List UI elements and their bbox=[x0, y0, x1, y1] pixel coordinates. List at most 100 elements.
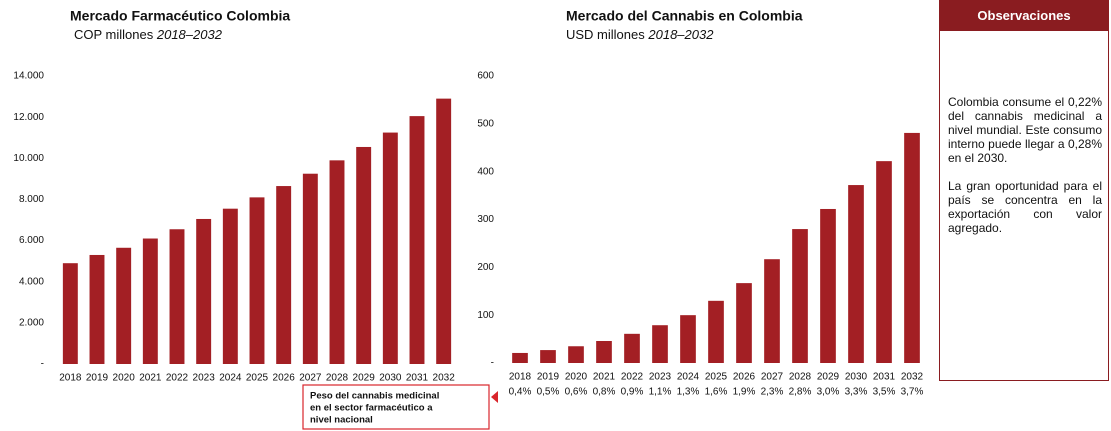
x-tick-label: 2023 bbox=[649, 372, 672, 383]
bar bbox=[62, 263, 78, 364]
bar bbox=[736, 283, 752, 363]
y-tick-label: 14.000 bbox=[13, 71, 44, 82]
y-tick-label: 10.000 bbox=[13, 153, 44, 164]
x-tick-label: 2031 bbox=[873, 372, 896, 383]
subtitle: USD millones bbox=[566, 27, 645, 42]
x-tick-label: 2024 bbox=[677, 372, 700, 383]
chart-title: Mercado Farmacéutico Colombia bbox=[70, 8, 290, 24]
share-label: 1,6% bbox=[705, 387, 728, 398]
y-tick-label: 500 bbox=[477, 118, 494, 129]
share-label: 1,1% bbox=[649, 387, 672, 398]
x-tick-label: 2030 bbox=[379, 373, 402, 384]
y-tick-label: 400 bbox=[477, 166, 494, 177]
x-tick-label: 2027 bbox=[761, 372, 784, 383]
x-tick-label: 2028 bbox=[326, 373, 349, 384]
bar bbox=[169, 229, 185, 364]
bar bbox=[680, 315, 696, 363]
x-tick-label: 2020 bbox=[565, 372, 588, 383]
period: 2018–2032 bbox=[647, 27, 714, 42]
x-tick-label: 2029 bbox=[353, 373, 376, 384]
annotation-box bbox=[302, 384, 490, 430]
x-tick-label: 2024 bbox=[219, 373, 242, 384]
observation: La gran oportunidad para el país se conc… bbox=[948, 179, 1102, 235]
observation: Colombia consume el 0,22% del cannabis m… bbox=[948, 95, 1102, 165]
period: 2018–2032 bbox=[156, 27, 223, 42]
x-tick-label: 2025 bbox=[705, 372, 728, 383]
x-tick-label: 2020 bbox=[113, 373, 136, 384]
bar bbox=[409, 116, 425, 364]
bar bbox=[436, 98, 452, 364]
bar bbox=[276, 186, 292, 364]
bar bbox=[596, 340, 612, 363]
y-tick-label: - bbox=[491, 358, 494, 369]
bar bbox=[302, 173, 318, 364]
y-tick-label: 12.000 bbox=[13, 112, 44, 123]
x-tick-label: 2026 bbox=[273, 373, 296, 384]
chart-title: Mercado del Cannabis en Colombia bbox=[566, 8, 803, 24]
bar bbox=[652, 325, 668, 363]
y-tick-label: 2.000 bbox=[19, 317, 44, 328]
bar bbox=[848, 185, 864, 363]
share-label: 0,4% bbox=[509, 387, 532, 398]
x-tick-label: 2018 bbox=[509, 372, 532, 383]
bar bbox=[568, 346, 584, 363]
x-tick-label: 2021 bbox=[139, 373, 162, 384]
observations: Observaciones Colombia consume el 0,22% … bbox=[939, 0, 1109, 381]
x-tick-label: 2019 bbox=[537, 372, 560, 383]
bar bbox=[904, 132, 920, 363]
share-label: 3,5% bbox=[873, 387, 896, 398]
annotation-line: nivel nacional bbox=[310, 415, 373, 426]
share-label: 0,5% bbox=[537, 387, 560, 398]
y-tick-label: 8.000 bbox=[19, 194, 44, 205]
bar bbox=[249, 197, 265, 364]
bar bbox=[820, 208, 836, 363]
y-tick-label: 300 bbox=[477, 214, 494, 225]
y-tick-label: 200 bbox=[477, 262, 494, 273]
share-label: 2,8% bbox=[789, 387, 812, 398]
x-tick-label: 2029 bbox=[817, 372, 840, 383]
x-tick-label: 2021 bbox=[593, 372, 616, 383]
x-tick-label: 2022 bbox=[621, 372, 644, 383]
bar bbox=[116, 247, 132, 364]
share-label: 2,3% bbox=[761, 387, 784, 398]
x-tick-label: 2025 bbox=[246, 373, 269, 384]
x-tick-label: 2032 bbox=[433, 373, 456, 384]
share-label: 0,8% bbox=[593, 387, 616, 398]
y-tick-label: 600 bbox=[477, 71, 494, 82]
observations-title: Observaciones bbox=[940, 1, 1108, 31]
x-tick-label: 2028 bbox=[789, 372, 812, 383]
x-tick-label: 2031 bbox=[406, 373, 429, 384]
x-tick-label: 2018 bbox=[59, 373, 82, 384]
annotation-line: en el sector farmacéutico a bbox=[310, 403, 433, 414]
bar bbox=[382, 132, 398, 364]
bar bbox=[624, 333, 640, 363]
share-label: 0,6% bbox=[565, 387, 588, 398]
annotation-line: Peso del cannabis medicinal bbox=[310, 391, 439, 402]
bar bbox=[196, 218, 212, 364]
share-label: 0,9% bbox=[621, 387, 644, 398]
bar bbox=[89, 254, 105, 364]
x-tick-label: 2026 bbox=[733, 372, 756, 383]
x-tick-label: 2019 bbox=[86, 373, 109, 384]
share-label: 1,9% bbox=[733, 387, 756, 398]
y-tick-label: 4.000 bbox=[19, 276, 44, 287]
share-label: 3,7% bbox=[901, 387, 924, 398]
y-tick-label: - bbox=[41, 359, 44, 370]
bar bbox=[792, 229, 808, 363]
y-tick-label: 6.000 bbox=[19, 235, 44, 246]
annotation-arrow bbox=[491, 391, 498, 403]
bar bbox=[512, 352, 528, 363]
chart-subtitle: USD millones 2018–2032 bbox=[566, 27, 714, 42]
x-tick-label: 2032 bbox=[901, 372, 924, 383]
bar bbox=[356, 146, 372, 364]
share-label: 1,3% bbox=[677, 387, 700, 398]
bar bbox=[142, 238, 158, 364]
share-label: 3,0% bbox=[817, 387, 840, 398]
y-tick-label: 100 bbox=[477, 310, 494, 321]
share-label: 3,3% bbox=[845, 387, 868, 398]
x-tick-label: 2027 bbox=[299, 373, 322, 384]
chart-subtitle: COP millones 2018–2032 bbox=[74, 27, 223, 42]
bar bbox=[876, 161, 892, 363]
